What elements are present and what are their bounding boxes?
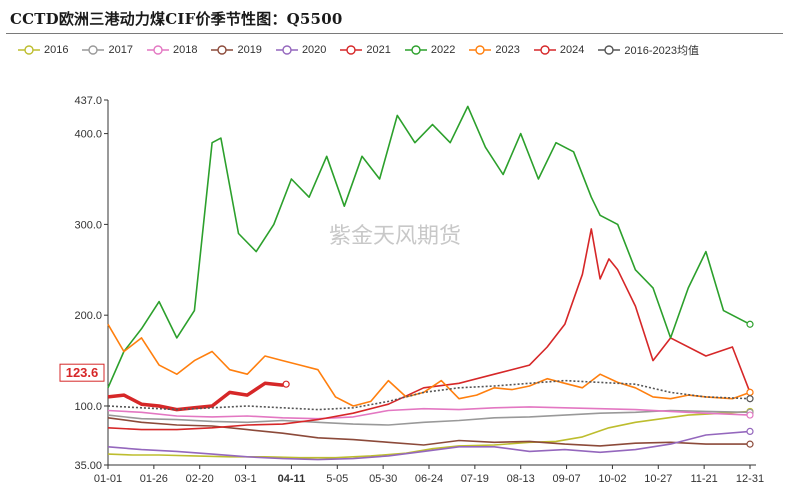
legend-item-2022[interactable]: 2022 <box>404 44 456 56</box>
x-tick-label: 5-05 <box>326 473 348 485</box>
legend-line-icon <box>146 45 169 55</box>
series-line-2022 <box>107 105 751 389</box>
latest-value-label: 123.6 <box>66 365 99 380</box>
x-tick-label: 01-26 <box>140 473 168 485</box>
legend-line-icon <box>598 45 621 55</box>
legend-item-2016-2023均值[interactable]: 2016-2023均值 <box>598 42 699 58</box>
x-tick-label: 12-31 <box>736 473 764 485</box>
series-endpoint-2020 <box>746 427 754 436</box>
legend-line-icon <box>469 45 492 55</box>
series-line-2020 <box>107 430 751 461</box>
x-tick-label: 07-19 <box>461 473 489 485</box>
chart-legend: 2016 2017 2018 2019 2020 2021 2022 2023 2024 2016… <box>18 40 713 60</box>
series-line-2021 <box>107 228 751 431</box>
series-line-2019 <box>107 417 750 447</box>
legend-item-2018[interactable]: 2018 <box>146 44 198 56</box>
legend-item-2020[interactable]: 2020 <box>275 44 327 56</box>
series-line-2016 <box>107 410 751 459</box>
series-line-2024 <box>107 381 287 412</box>
series-line-2016-2023均值 <box>107 379 751 411</box>
series-endpoint-2019 <box>746 440 754 448</box>
series-line-2023 <box>107 323 751 407</box>
legend-label: 2016-2023均值 <box>624 45 699 57</box>
series-line-2018 <box>107 406 751 420</box>
x-tick-label: 10-02 <box>598 473 626 485</box>
x-tick-label: 05-30 <box>369 473 397 485</box>
legend-label: 2021 <box>366 44 391 56</box>
latest-value-box <box>59 363 105 382</box>
x-tick-label: 03-1 <box>235 473 257 485</box>
chart-title: CCTD欧洲三港动力煤CIF价季节性图：Q5500 <box>10 10 343 28</box>
legend-item-2017[interactable]: 2017 <box>82 44 133 56</box>
watermark: 紫金天风期货 <box>329 224 461 249</box>
series-endpoint-2016-2023均值 <box>746 395 754 403</box>
legend-label: 2017 <box>108 44 133 56</box>
legend-label: 2023 <box>495 44 520 56</box>
legend-label: 2018 <box>172 44 198 56</box>
x-tick-label: 10-27 <box>644 473 672 485</box>
x-tick-label: 06-24 <box>415 473 443 485</box>
legend-item-2019[interactable]: 2019 <box>211 44 262 56</box>
title-divider <box>6 33 783 34</box>
legend-item-2024[interactable]: 2024 <box>533 44 585 56</box>
series-line-2017 <box>107 409 751 426</box>
legend-item-2021[interactable]: 2021 <box>340 44 391 56</box>
legend-line-icon <box>533 45 556 55</box>
x-tick-label: 11-21 <box>690 473 717 485</box>
y-tick-label: 200.0 <box>74 310 102 322</box>
legend-line-icon <box>275 45 298 55</box>
legend-item-2016[interactable]: 2016 <box>18 44 68 56</box>
y-tick-label: 35.00 <box>74 460 102 472</box>
legend-label: 2016 <box>44 44 69 56</box>
legend-line-icon <box>404 45 427 55</box>
legend-label: 2024 <box>559 44 585 56</box>
x-tick-label: 02-20 <box>186 473 214 485</box>
series-endpoint-2024 <box>282 380 290 388</box>
legend-item-2023[interactable]: 2023 <box>469 44 520 56</box>
y-tick-label: 300.0 <box>74 219 102 231</box>
legend-line-icon <box>18 45 40 55</box>
series-endpoint-2023 <box>746 388 754 396</box>
legend-line-icon <box>82 45 105 55</box>
y-tick-label: 437.0 <box>74 95 102 107</box>
legend-label: 2022 <box>430 44 456 56</box>
y-tick-label: 400.0 <box>74 129 102 141</box>
x-tick-label: 09-07 <box>553 473 581 485</box>
legend-label: 2020 <box>301 44 327 56</box>
x-tick-label: 04-11 <box>278 473 306 485</box>
legend-line-icon <box>340 45 363 55</box>
series-endpoint-2018 <box>746 411 754 419</box>
legend-line-icon <box>211 45 234 55</box>
x-tick-label: 08-13 <box>507 473 535 485</box>
y-tick-label: 100.0 <box>74 401 102 413</box>
series-endpoint-2022 <box>746 320 754 328</box>
x-tick-label: 01-01 <box>94 473 122 485</box>
legend-label: 2019 <box>237 44 262 56</box>
